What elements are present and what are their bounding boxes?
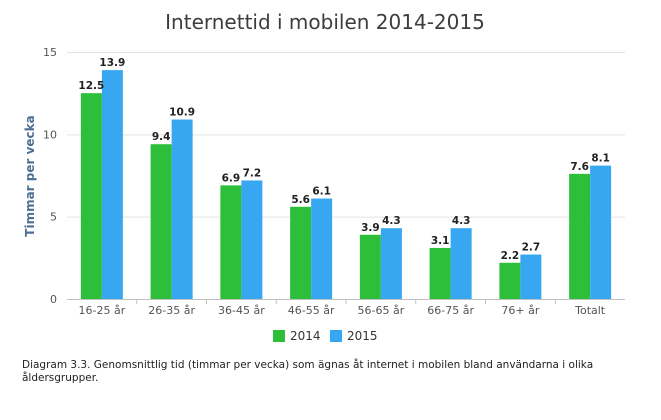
data-label-2015-2: 7.2	[243, 167, 262, 179]
y-tick-label: 0	[50, 293, 57, 306]
bar-chart: Internettid i mobilen 2014-2015 Timmar p…	[23, 10, 625, 343]
x-tick-label: 46-55 år	[288, 304, 335, 317]
data-label-2014-4: 3.9	[361, 222, 380, 234]
legend-label-2015: 2015	[347, 329, 378, 343]
x-tick-label: 56-65 år	[358, 304, 405, 317]
bar-2014-7[interactable]	[569, 173, 591, 299]
x-tick-label: 66-75 år	[427, 304, 474, 317]
data-label-2015-7: 8.1	[591, 153, 610, 165]
bar-2015-0[interactable]	[101, 70, 123, 299]
bar-2014-1[interactable]	[150, 144, 172, 299]
bar-2015-1[interactable]	[171, 119, 193, 299]
bar-2015-2[interactable]	[241, 180, 263, 299]
bar-2014-2[interactable]	[220, 185, 242, 299]
bar-2015-6[interactable]	[520, 254, 542, 299]
data-labels: 12.513.99.410.96.9 7.25.66.13.94.33.14.32…	[78, 57, 610, 262]
legend: 2014 2015	[273, 329, 378, 343]
x-tick-label: Totalt	[574, 304, 606, 317]
y-axis-label: Timmar per vecka	[23, 115, 37, 236]
y-tick-label: 5	[50, 211, 57, 224]
data-label-2015-6: 2.7	[522, 242, 541, 254]
data-label-2015-3: 6.1	[312, 186, 331, 198]
data-label-2014-7: 7.6	[570, 161, 589, 173]
x-tick-label: 16-25 år	[79, 304, 126, 317]
data-label-2014-5: 3.1	[431, 235, 450, 247]
legend-label-2014: 2014	[290, 329, 321, 343]
y-tick-label: 10	[43, 128, 57, 141]
bar-2014-6[interactable]	[499, 262, 521, 299]
bar-2015-5[interactable]	[450, 228, 472, 299]
bar-2015-4[interactable]	[380, 228, 402, 299]
data-label-2015-1: 10.9	[169, 107, 195, 119]
y-tick-label: 15	[43, 46, 57, 59]
chart-title: Internettid i mobilen 2014-2015	[165, 10, 485, 34]
bar-2014-4[interactable]	[359, 234, 381, 299]
bar-2014-5[interactable]	[429, 247, 451, 299]
data-label-2015-4: 4.3	[382, 215, 401, 227]
x-tick-label: 76+ år	[501, 304, 539, 317]
data-label-2015-5: 4.3	[452, 215, 471, 227]
bars	[80, 70, 612, 300]
figure-caption: Diagram 3.3. Genomsnittlig tid (timmar p…	[22, 359, 594, 384]
legend-item-2015[interactable]: 2015	[330, 329, 378, 343]
bar-2014-3[interactable]	[290, 206, 312, 299]
bar-2014-0[interactable]	[80, 93, 102, 300]
bar-2015-3[interactable]	[311, 198, 333, 299]
data-label-2014-3: 5.6	[291, 194, 310, 206]
legend-item-2014[interactable]: 2014	[273, 329, 321, 343]
data-label-2014-0: 12.5	[78, 80, 104, 92]
x-tick-label: 36-45 år	[218, 304, 265, 317]
bar-2015-7[interactable]	[590, 165, 612, 299]
legend-swatch-2015	[330, 330, 342, 342]
data-label-2015-0: 13.9	[99, 57, 125, 69]
x-tick-label: 26-35 år	[148, 304, 195, 317]
data-label-2014-6: 2.2	[501, 250, 520, 262]
x-tick-labels: 16-25 år 26-35 år 36-45 år 46-55 år 56-65 år…	[79, 299, 606, 317]
data-label-2014-1: 9.4	[152, 131, 171, 143]
y-tick-labels: 0 5 10 15	[43, 46, 57, 306]
data-label-2014-2: 6.9	[222, 172, 241, 184]
legend-swatch-2014	[273, 330, 285, 342]
